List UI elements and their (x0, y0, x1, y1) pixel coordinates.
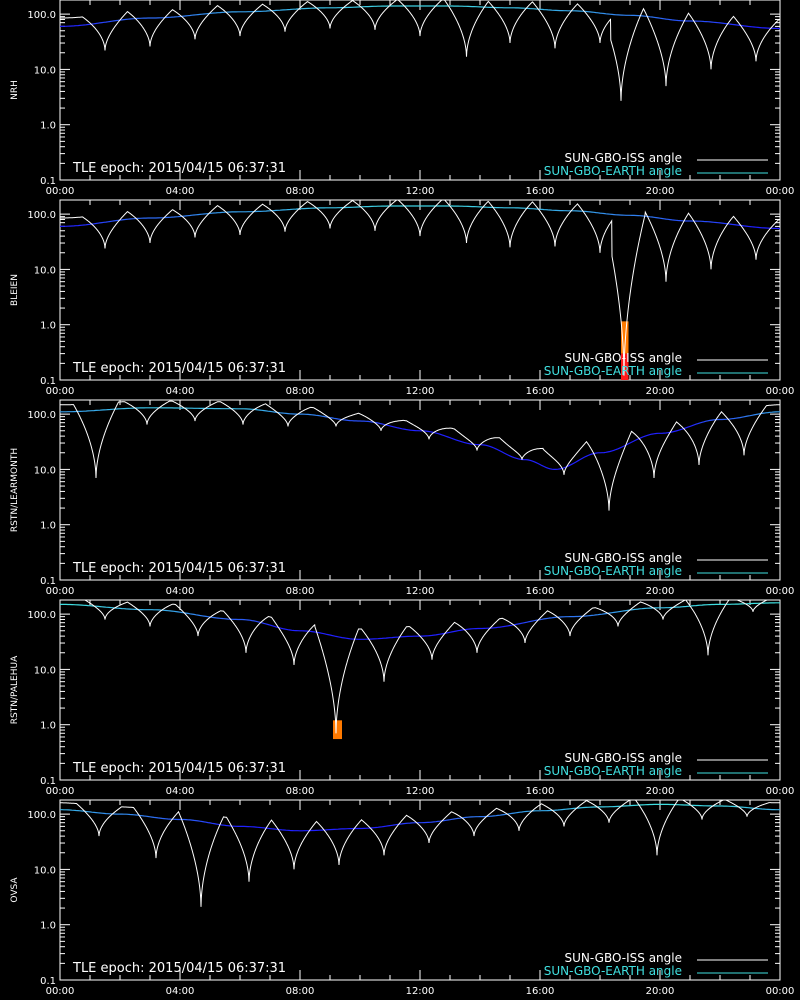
sun-gbo-earth-line (60, 205, 780, 230)
y-tick-label: 10.0 (34, 265, 56, 276)
panel-3: 0.1 1.0 10.0 100.0 00:00 04:00 08:00 12:00 16:00… (10, 399, 795, 597)
y-tick-label: 100.0 (27, 410, 56, 421)
y-tick-label: 100.0 (27, 10, 56, 21)
legend-label-iss: SUN-GBO-ISS angle (565, 751, 682, 765)
x-tick-label: 12:00 (406, 186, 435, 197)
legend-label-earth: SUN-GBO-EARTH angle (544, 564, 682, 578)
x-tick-label: 20:00 (646, 786, 675, 797)
sun-gbo-iss-line (60, 800, 780, 907)
x-tick-label: 12:00 (406, 586, 435, 597)
y-tick-label: 0.1 (40, 976, 56, 987)
x-tick-label: 16:00 (526, 986, 555, 997)
x-tick-label: 08:00 (286, 386, 315, 397)
x-tick-label: 08:00 (286, 586, 315, 597)
legend-label-iss: SUN-GBO-ISS angle (565, 151, 682, 165)
x-tick-label: 00:00 (46, 586, 75, 597)
y-tick-label: 1.0 (40, 121, 56, 132)
x-tick-label: 16:00 (526, 186, 555, 197)
y-axis-title: BLEIEN (10, 274, 20, 306)
sun-gbo-earth-line (60, 803, 780, 832)
y-tick-label: 1.0 (40, 321, 56, 332)
x-tick-label: 16:00 (526, 586, 555, 597)
sun-gbo-earth-line (60, 5, 780, 30)
x-tick-label: 20:00 (646, 586, 675, 597)
x-tick-label: 08:00 (286, 986, 315, 997)
x-tick-label: 16:00 (526, 786, 555, 797)
x-tick-label: 00:00 (46, 986, 75, 997)
x-tick-label: 04:00 (166, 786, 195, 797)
x-tick-label: 04:00 (166, 386, 195, 397)
x-tick-label: 12:00 (406, 386, 435, 397)
event-marker (333, 720, 342, 740)
event-marker-red (621, 353, 629, 380)
tle-epoch-label: TLE epoch: 2015/04/15 06:37:31 (72, 361, 286, 376)
y-tick-label: 100.0 (27, 610, 56, 621)
y-tick-label: 100.0 (27, 810, 56, 821)
x-tick-label: 00:00 (766, 386, 795, 397)
sun-gbo-iss-line (83, 600, 769, 734)
y-tick-label: 0.1 (40, 176, 56, 187)
sun-gbo-iss-line (60, 0, 780, 101)
x-tick-label: 00:00 (46, 186, 75, 197)
y-tick-label: 10.0 (34, 465, 56, 476)
y-tick-label: 0.1 (40, 776, 56, 787)
x-tick-label: 00:00 (766, 586, 795, 597)
plot-area (60, 0, 780, 101)
y-axis-title: RSTN/PALEHUA (10, 655, 20, 724)
panel-1: 0.1 1.0 10.0 100.0 00:00 04:00 08:00 12:00 16:00… (10, 0, 794, 197)
tle-epoch-label: TLE epoch: 2015/04/15 06:37:31 (72, 561, 286, 576)
legend-label-earth: SUN-GBO-EARTH angle (544, 964, 682, 978)
legend-label-earth: SUN-GBO-EARTH angle (544, 164, 682, 178)
y-axis-title: OVSA (10, 877, 20, 903)
sun-gbo-iss-line (60, 200, 780, 376)
legend-label-earth: SUN-GBO-EARTH angle (544, 364, 682, 378)
tle-epoch-label: TLE epoch: 2015/04/15 06:37:31 (72, 961, 286, 976)
panel-4: 0.1 1.0 10.0 100.0 00:00 04:00 08:00 12:00 16:00… (10, 599, 795, 797)
x-tick-label: 08:00 (286, 786, 315, 797)
x-tick-label: 20:00 (646, 386, 675, 397)
y-tick-label: 10.0 (34, 665, 56, 676)
y-tick-label: 1.0 (40, 521, 56, 532)
y-tick-label: 0.1 (40, 576, 56, 587)
y-axis-title: RSTN/LEARMONTH (10, 448, 20, 532)
x-tick-label: 00:00 (46, 386, 75, 397)
plot-area (60, 400, 780, 511)
x-tick-label: 20:00 (646, 986, 675, 997)
panel-5: 0.1 1.0 10.0 100.0 00:00 04:00 08:00 12:00 16:00… (10, 799, 795, 997)
tle-epoch-label: TLE epoch: 2015/04/15 06:37:31 (72, 761, 286, 776)
panel-2: 0.1 1.0 10.0 100.0 00:00 04:00 08:00 12:00 16:00… (10, 199, 794, 397)
legend-label-iss: SUN-GBO-ISS angle (565, 351, 682, 365)
sun-gbo-iss-line (60, 400, 780, 511)
x-tick-label: 16:00 (526, 386, 555, 397)
x-tick-label: 20:00 (646, 186, 675, 197)
plot-area (60, 800, 780, 907)
y-tick-label: 1.0 (40, 921, 56, 932)
legend-label-earth: SUN-GBO-EARTH angle (544, 764, 682, 778)
y-tick-label: 1.0 (40, 721, 56, 732)
plot-area (60, 600, 780, 740)
x-tick-label: 00:00 (766, 786, 795, 797)
x-tick-label: 00:00 (766, 186, 795, 197)
x-tick-label: 04:00 (166, 986, 195, 997)
y-tick-label: 10.0 (34, 865, 56, 876)
x-tick-label: 00:00 (46, 786, 75, 797)
y-tick-label: 10.0 (34, 65, 56, 76)
y-tick-label: 100.0 (27, 210, 56, 221)
x-tick-label: 00:00 (766, 986, 795, 997)
x-tick-label: 12:00 (406, 786, 435, 797)
x-tick-label: 04:00 (166, 186, 195, 197)
event-marker (621, 321, 629, 354)
legend-label-iss: SUN-GBO-ISS angle (565, 551, 682, 565)
x-tick-label: 08:00 (286, 186, 315, 197)
x-tick-label: 12:00 (406, 986, 435, 997)
legend-label-iss: SUN-GBO-ISS angle (565, 951, 682, 965)
x-tick-label: 04:00 (166, 586, 195, 597)
tle-epoch-label: TLE epoch: 2015/04/15 06:37:31 (72, 161, 286, 176)
plot-area (60, 200, 780, 380)
sun-gbo-earth-line (60, 407, 780, 470)
y-axis-title: NRH (10, 80, 20, 100)
y-tick-label: 0.1 (40, 376, 56, 387)
